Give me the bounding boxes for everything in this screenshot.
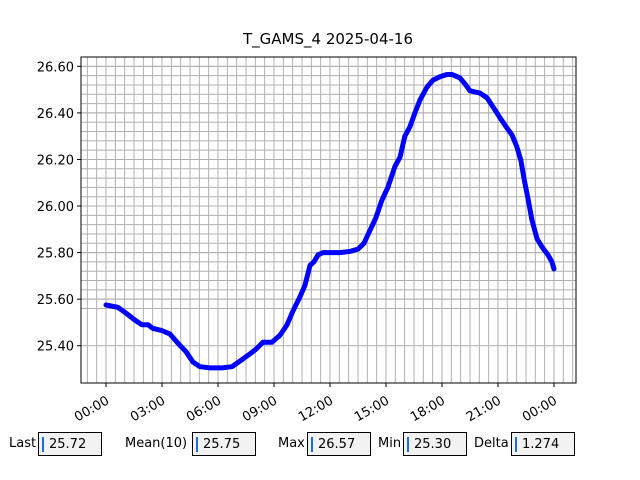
status-field: Max 26.57 bbox=[0, 432, 640, 456]
x-tick-label: 18:00 bbox=[408, 393, 448, 425]
data-line bbox=[103, 71, 557, 371]
y-tick-label: 26.00 bbox=[37, 200, 74, 215]
field-value: 25.75 bbox=[203, 437, 241, 452]
cursor bbox=[42, 437, 44, 452]
status-field: Mean(10) 25.75 bbox=[0, 432, 640, 456]
x-tick-label: 06:00 bbox=[184, 393, 224, 425]
field-label: Mean(10) bbox=[125, 436, 188, 451]
field-value: 1.274 bbox=[522, 437, 560, 452]
chart-title: T_GAMS_4 2025-04-16 bbox=[242, 30, 413, 49]
status-field: Last 25.72 bbox=[0, 432, 640, 456]
plot-frame bbox=[80, 56, 577, 384]
x-tick-label: 03:00 bbox=[128, 393, 168, 425]
field-label: Delta bbox=[474, 436, 509, 451]
x-tick-label: 12:00 bbox=[296, 393, 336, 425]
field-value-box[interactable]: 25.72 bbox=[38, 432, 102, 456]
y-tick-label: 26.20 bbox=[37, 153, 74, 168]
status-field: Min 25.30 bbox=[0, 432, 640, 456]
y-tick-label: 25.80 bbox=[37, 247, 74, 262]
y-tick-label: 25.60 bbox=[37, 293, 74, 308]
field-label: Last bbox=[9, 436, 37, 451]
field-value: 25.72 bbox=[49, 437, 87, 452]
status-field: Delta 1.274 bbox=[0, 432, 640, 456]
cursor bbox=[311, 437, 313, 452]
field-value-box[interactable]: 25.75 bbox=[192, 432, 256, 456]
cursor bbox=[196, 437, 198, 452]
cursor bbox=[407, 437, 409, 452]
x-tick-label: 09:00 bbox=[240, 393, 280, 425]
chart: T_GAMS_4 2025-04-16 00:00 03:00 06:00 09:00… bbox=[37, 30, 577, 425]
y-tick-label: 25.40 bbox=[37, 340, 74, 355]
x-tick-label: 00:00 bbox=[72, 393, 112, 425]
x-tick-label: 21:00 bbox=[464, 393, 504, 425]
y-tick-label: 26.40 bbox=[37, 107, 74, 122]
x-tick-label: 00:00 bbox=[520, 393, 560, 425]
field-value-box[interactable]: 26.57 bbox=[307, 432, 371, 456]
field-value: 25.30 bbox=[414, 437, 452, 452]
field-value-box[interactable]: 1.274 bbox=[511, 432, 575, 456]
field-value: 26.57 bbox=[318, 437, 356, 452]
field-label: Min bbox=[378, 436, 402, 451]
y-tick-label: 26.60 bbox=[37, 60, 74, 75]
cursor bbox=[515, 437, 517, 452]
field-label: Max bbox=[278, 436, 305, 451]
x-tick-label: 15:00 bbox=[352, 393, 392, 425]
field-value-box[interactable]: 25.30 bbox=[403, 432, 467, 456]
